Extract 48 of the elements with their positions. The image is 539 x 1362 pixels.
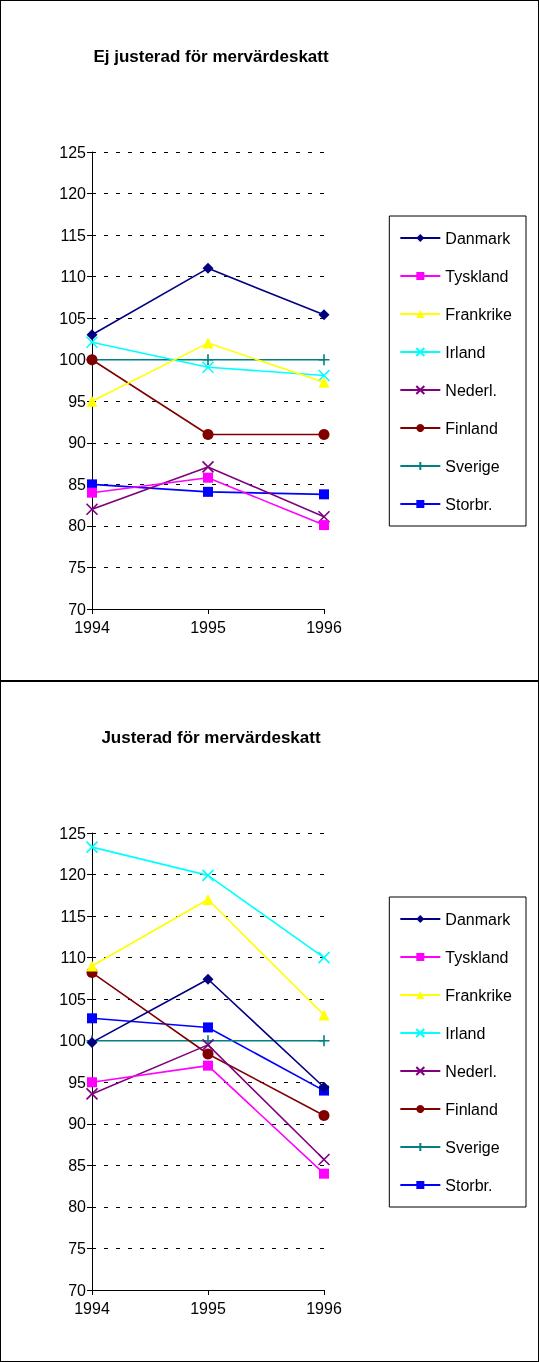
legend-label: Tyskland xyxy=(445,948,509,966)
legend-label: Nederl. xyxy=(445,1062,497,1080)
legend-label: Storbr. xyxy=(445,1176,493,1194)
y-tick-label: 80 xyxy=(68,1198,87,1216)
y-tick-label: 100 xyxy=(59,351,87,369)
y-tick-label: 105 xyxy=(59,309,87,327)
y-tick-label: 70 xyxy=(68,1281,87,1299)
legend-label: Frankrike xyxy=(445,305,513,323)
legend-label: Irland xyxy=(445,1024,486,1042)
y-tick-label: 80 xyxy=(68,517,87,535)
chart-title: Justerad för mervärdeskatt xyxy=(101,728,321,747)
y-tick-label: 70 xyxy=(68,600,87,618)
y-tick-label: 75 xyxy=(68,558,87,576)
y-tick-label: 125 xyxy=(59,824,87,842)
legend-label: Irland xyxy=(445,343,486,361)
x-tick-label: 1994 xyxy=(74,1299,110,1317)
x-tick-label: 1996 xyxy=(306,1299,342,1317)
y-tick-label: 95 xyxy=(68,392,87,410)
legend-label: Frankrike xyxy=(445,986,513,1004)
y-tick-label: 110 xyxy=(60,949,87,967)
y-tick-label: 110 xyxy=(60,268,87,286)
legend-label: Storbr. xyxy=(445,495,493,513)
legend-label: Finland xyxy=(445,1100,498,1118)
legend-label: Tyskland xyxy=(445,267,509,285)
y-tick-label: 115 xyxy=(60,226,87,244)
x-tick-label: 1995 xyxy=(190,618,226,636)
y-tick-label: 100 xyxy=(59,1032,87,1050)
y-tick-label: 90 xyxy=(68,434,87,452)
legend-label: Sverige xyxy=(445,457,500,475)
y-tick-label: 85 xyxy=(68,1156,87,1174)
y-tick-label: 75 xyxy=(68,1239,87,1257)
y-tick-label: 105 xyxy=(59,990,87,1008)
legend-label: Sverige xyxy=(445,1138,500,1156)
y-tick-label: 95 xyxy=(68,1073,87,1091)
y-tick-label: 90 xyxy=(68,1115,87,1133)
y-tick-label: 120 xyxy=(59,866,87,884)
y-tick-label: 85 xyxy=(68,475,87,493)
legend-label: Nederl. xyxy=(445,381,497,399)
legend-label: Danmark xyxy=(445,910,512,928)
y-tick-label: 120 xyxy=(59,185,87,203)
x-tick-label: 1994 xyxy=(74,618,110,636)
y-tick-label: 115 xyxy=(60,907,87,925)
chart-title: Ej justerad för mervärdeskatt xyxy=(93,47,329,66)
legend-label: Danmark xyxy=(445,229,512,247)
y-tick-label: 125 xyxy=(59,143,87,161)
legend-label: Finland xyxy=(445,419,498,437)
x-tick-label: 1995 xyxy=(190,1299,226,1317)
x-tick-label: 1996 xyxy=(306,618,342,636)
